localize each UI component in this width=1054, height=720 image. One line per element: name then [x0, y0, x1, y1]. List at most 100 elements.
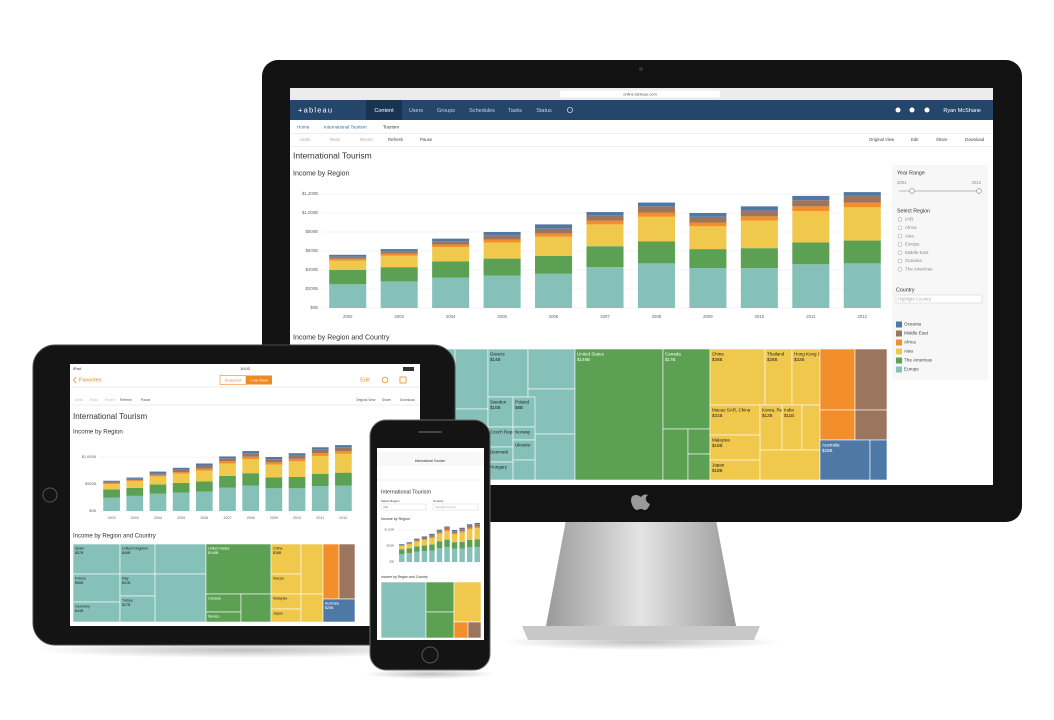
country-input[interactable] [432, 503, 479, 511]
radio[interactable] [897, 258, 903, 264]
bar-segment [103, 482, 120, 484]
toolbar-button[interactable]: Refresh [120, 398, 132, 402]
radio[interactable] [897, 233, 903, 239]
ipad-content: iPad 10:03 Favorites Snapshot Live View Edit U… [70, 366, 420, 623]
breadcrumb-item[interactable]: Home [297, 125, 310, 130]
edit-button[interactable]: Edit [360, 377, 370, 383]
bell-icon[interactable] [895, 107, 901, 113]
range-handle[interactable] [909, 188, 915, 194]
y-tick-label: $0B [89, 509, 96, 513]
bar-segment [406, 542, 413, 543]
bar-segment [172, 469, 190, 473]
treemap-cell [574, 348, 664, 481]
bar-segment [380, 249, 418, 252]
iphone-home-button[interactable] [421, 646, 439, 664]
toolbar-button[interactable]: Undo [75, 398, 83, 402]
star-icon[interactable] [909, 107, 915, 113]
back-button[interactable]: Favorites [79, 377, 102, 383]
bar-segment [103, 480, 120, 482]
bar-segment [535, 255, 573, 274]
tab-label[interactable]: Snapshot [225, 377, 243, 382]
range-handle[interactable] [976, 188, 982, 194]
back-chevron[interactable] [72, 376, 77, 384]
bar-segment [380, 253, 418, 256]
radio-option[interactable]: (All) [905, 217, 913, 222]
bar-segment [335, 453, 352, 473]
toolbar-button[interactable]: Pause [420, 137, 433, 142]
bar-segment [265, 477, 283, 489]
radio[interactable] [897, 242, 903, 247]
nav-item[interactable]: Tasks [508, 108, 522, 114]
bar-segment [483, 239, 521, 243]
nav-item[interactable]: Groups [437, 108, 455, 114]
treemap-value: $18B [712, 468, 723, 473]
radio[interactable] [897, 217, 903, 222]
refresh-icon[interactable] [381, 376, 389, 384]
nav-item[interactable]: Users [409, 108, 424, 114]
bar-segment [586, 224, 624, 247]
toolbar-button[interactable]: Refresh [388, 137, 404, 142]
toolbar-button[interactable]: Original View [356, 398, 376, 402]
toolbar-button[interactable]: Download [965, 137, 985, 142]
bar-segment [429, 550, 435, 562]
tab-label[interactable]: Live View [250, 377, 267, 382]
toolbar-button[interactable]: Revert [360, 137, 373, 142]
bar-segment [126, 487, 144, 496]
toolbar-button[interactable]: Pause [141, 398, 151, 402]
bar-segment [466, 539, 473, 548]
share-icon[interactable] [399, 376, 407, 384]
radio-option[interactable]: Asia [905, 233, 914, 238]
treemap-value: $56B [75, 581, 84, 585]
toolbar-button[interactable]: Revert [105, 398, 115, 402]
country-placeholder[interactable]: Highlight Country [898, 296, 932, 301]
radio-option[interactable]: Oceania [905, 258, 922, 263]
toolbar-button[interactable]: Redo [330, 137, 341, 142]
toolbar-button[interactable]: Download [400, 398, 415, 402]
bar-segment [436, 533, 443, 542]
treemap-cell [819, 348, 856, 411]
radio-option[interactable]: The Americas [905, 266, 933, 271]
x-tick-label: 2007 [224, 516, 232, 520]
user-menu[interactable]: Ryan McShane [943, 108, 981, 114]
toolbar-button[interactable]: Edit [911, 137, 919, 142]
radio-option[interactable]: Africa [905, 225, 917, 230]
toolbar-button[interactable]: Share [382, 398, 391, 402]
bar-segment [843, 195, 881, 203]
bar-segment [459, 548, 465, 562]
x-tick-label: 2012 [339, 516, 347, 520]
country-placeholder[interactable]: Highlight Country [435, 505, 457, 509]
bar-segment [149, 493, 167, 511]
tab-active[interactable] [246, 375, 272, 385]
bar-segment [535, 236, 573, 256]
region-select[interactable] [380, 503, 427, 511]
breadcrumb-item[interactable]: International Tourism [324, 125, 367, 130]
treemap-cell [338, 543, 356, 600]
radio[interactable] [897, 225, 903, 231]
breadcrumb-item: Tourism [383, 125, 399, 130]
x-tick-label: 2004 [446, 314, 456, 319]
info-icon[interactable] [924, 107, 930, 113]
radio[interactable] [897, 250, 903, 255]
toolbar-button[interactable]: Redo [90, 398, 98, 402]
nav-item[interactable]: Schedules [469, 108, 495, 114]
radio[interactable] [897, 267, 903, 272]
ipad-home-button[interactable] [42, 487, 58, 503]
bar-segment [689, 216, 727, 223]
search-icon[interactable] [567, 107, 574, 114]
toolbar-button[interactable]: Undo [300, 137, 311, 142]
nav-item[interactable]: Content [374, 108, 394, 114]
bar-segment [399, 545, 405, 546]
radio-option[interactable]: Middle East [905, 250, 929, 255]
region-value[interactable]: (All) [383, 505, 388, 509]
bar-segment [444, 539, 450, 547]
monitor-stand [546, 520, 736, 626]
nav-item[interactable]: Status [536, 108, 552, 114]
country-input[interactable] [895, 294, 983, 304]
treemap-cell [454, 348, 489, 410]
bar-segment [195, 468, 213, 471]
bar-segment [740, 206, 778, 211]
treemap-value: $41B [122, 581, 131, 585]
toolbar-button[interactable]: Share [936, 137, 948, 142]
radio-option[interactable]: Europe [905, 242, 920, 247]
toolbar-button[interactable]: Original View [869, 137, 895, 142]
